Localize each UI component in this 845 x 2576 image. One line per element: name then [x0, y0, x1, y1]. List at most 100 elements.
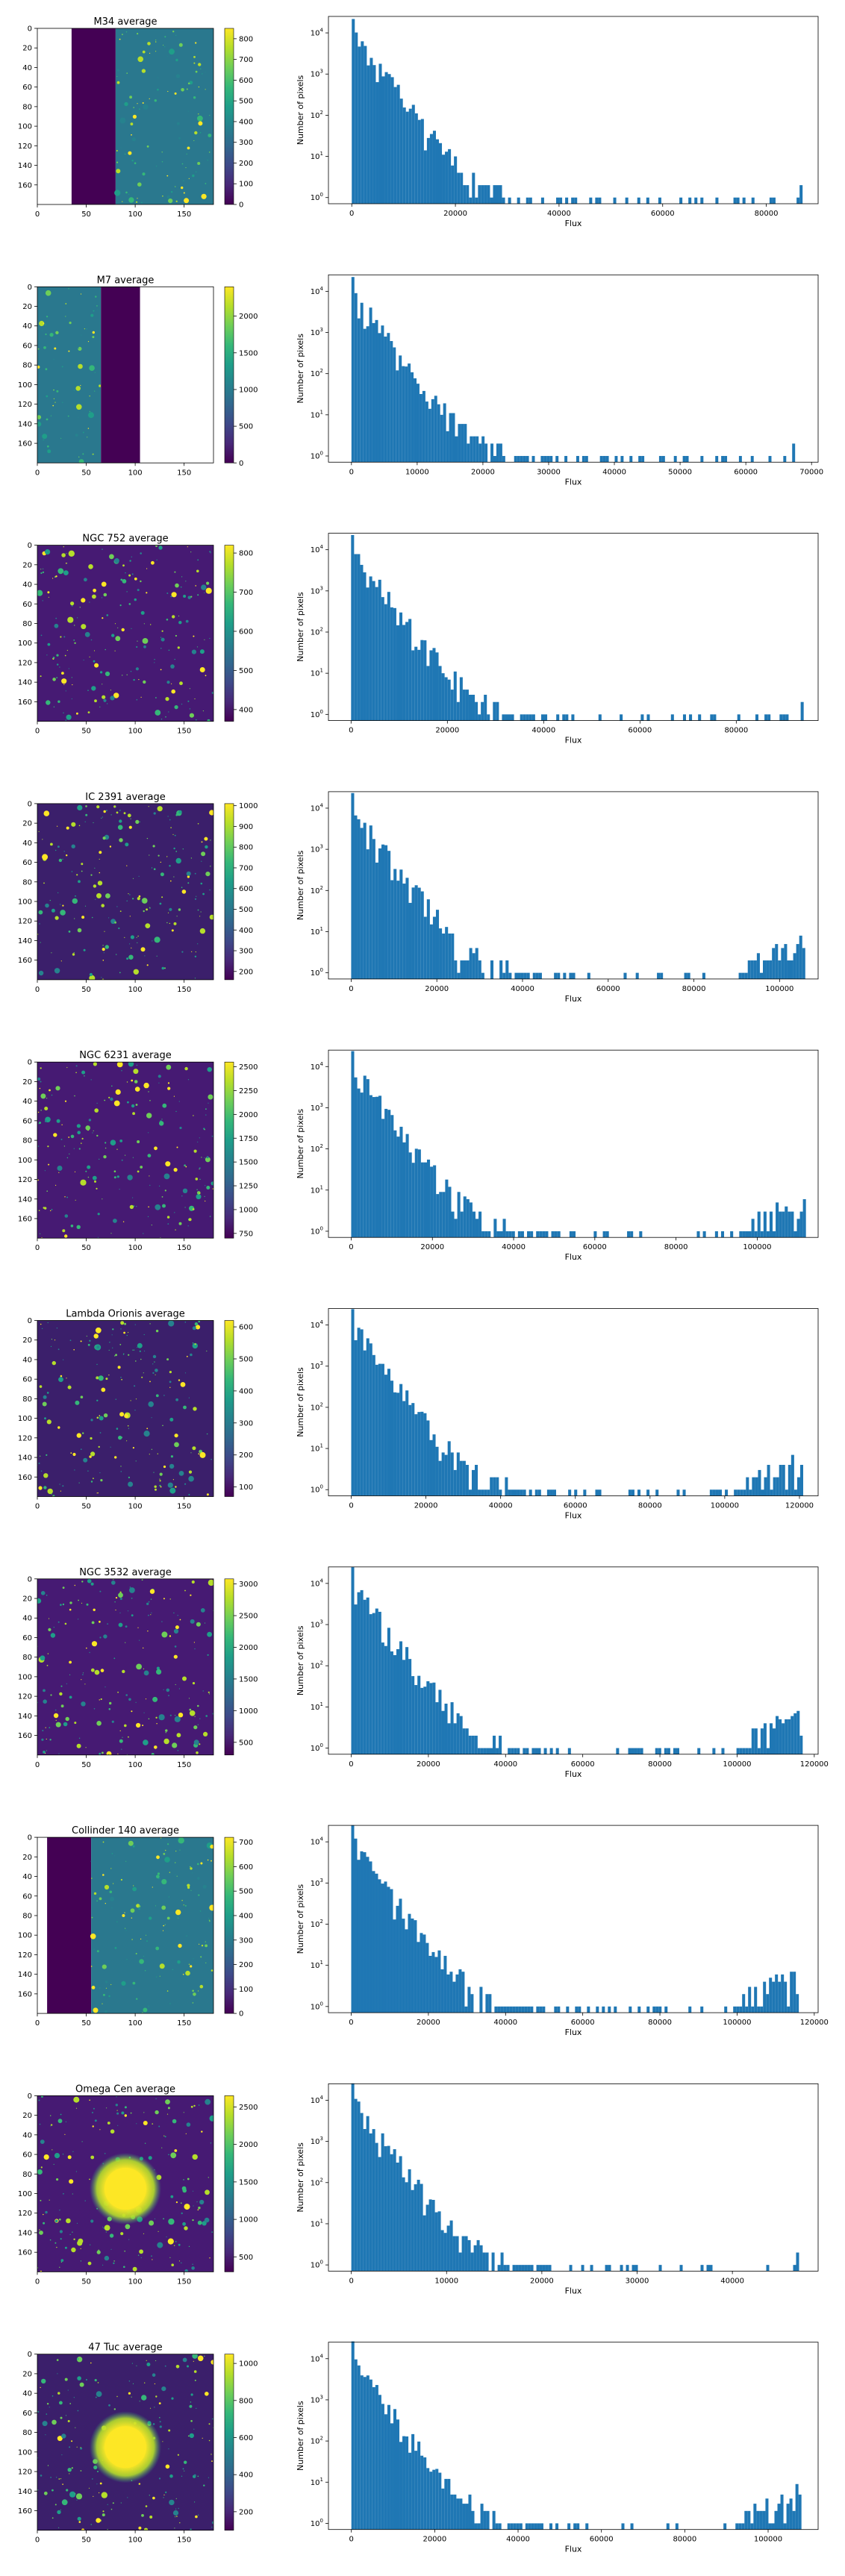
star — [97, 1237, 99, 1238]
star — [94, 2379, 97, 2382]
histogram-bar — [390, 1651, 393, 1754]
x-tick-label: 0 — [35, 2278, 40, 2286]
y-tick-label: 102 — [311, 368, 323, 378]
star — [196, 1751, 199, 1754]
star — [138, 875, 140, 877]
histogram-bar — [465, 1728, 469, 1754]
star — [57, 892, 59, 893]
star — [49, 333, 54, 337]
histogram-bar — [439, 143, 443, 204]
histogram-bar — [369, 1095, 372, 1238]
star — [40, 675, 42, 678]
star — [52, 404, 54, 407]
histogram-bar — [370, 57, 373, 204]
histogram-bar — [390, 1381, 394, 1496]
histogram-bar — [444, 2478, 448, 2530]
star — [104, 1884, 110, 1890]
star — [80, 1395, 84, 1398]
y-tick-label: 120 — [18, 143, 32, 151]
y-tick-label: 100 — [18, 1673, 32, 1681]
histogram-bar — [513, 2523, 517, 2530]
star — [206, 581, 210, 585]
star — [124, 1413, 128, 1419]
star — [71, 2247, 76, 2253]
histogram-bar — [567, 2523, 571, 2530]
star — [165, 716, 166, 718]
x-tick-label: 50000 — [668, 468, 692, 476]
star — [40, 1093, 46, 1099]
star — [177, 122, 180, 125]
y-tick-label: 101 — [311, 2218, 323, 2228]
star — [143, 1670, 149, 1676]
histogram-bar — [515, 2265, 519, 2272]
star — [37, 590, 43, 596]
star — [127, 1175, 133, 1181]
histogram-bar — [771, 2523, 775, 2530]
star — [122, 579, 127, 584]
star — [180, 2202, 182, 2204]
star — [107, 2529, 108, 2530]
star — [75, 1199, 76, 1201]
y-tick-label: 100 — [18, 640, 32, 648]
star — [92, 1175, 97, 1181]
star — [134, 1080, 138, 1084]
image-panel — [37, 803, 213, 980]
star — [40, 1110, 42, 1111]
colorbar-tick-label: 1000 — [239, 1206, 258, 1214]
colorbar-tick-label: 0 — [239, 460, 243, 468]
y-tick-label: 103 — [311, 327, 323, 337]
colorbar-tick-label: 1000 — [239, 2360, 258, 2369]
star — [64, 1622, 67, 1625]
star — [194, 1322, 199, 1326]
histogram-bar — [635, 972, 639, 979]
star — [147, 1216, 149, 1217]
histogram-bar — [490, 960, 494, 979]
star — [154, 99, 157, 102]
histogram-bar — [390, 1115, 394, 1238]
x-tick-label: 0 — [35, 986, 40, 994]
star — [46, 2413, 48, 2415]
star — [136, 1206, 137, 1207]
star — [205, 845, 208, 849]
star — [152, 845, 155, 848]
star — [94, 1669, 100, 1675]
star — [128, 1354, 130, 1356]
star — [208, 2439, 211, 2442]
star — [102, 816, 103, 818]
histogram-bar — [446, 1974, 450, 2013]
star — [57, 2119, 63, 2124]
star — [128, 1481, 134, 1487]
histogram-bar — [375, 587, 378, 721]
star — [52, 1495, 55, 1497]
y-tick-label: 0 — [28, 800, 32, 808]
star — [54, 2153, 60, 2159]
histogram-bar — [796, 944, 799, 979]
star — [208, 1919, 210, 1921]
histogram-bar — [682, 714, 686, 721]
histogram-bar — [754, 1231, 758, 1238]
star — [182, 1676, 187, 1681]
star — [46, 1750, 48, 1751]
star — [141, 2395, 147, 2401]
star — [188, 1493, 190, 1495]
star — [105, 671, 110, 677]
star — [208, 1579, 213, 1586]
star — [73, 2397, 75, 2398]
histogram-bar — [749, 1489, 752, 1496]
star — [45, 333, 47, 336]
star — [58, 858, 63, 863]
star — [103, 952, 105, 954]
star — [161, 1621, 163, 1622]
sky-background — [37, 287, 102, 463]
star — [120, 147, 122, 149]
star — [192, 1989, 194, 1992]
histogram-bar — [384, 337, 387, 463]
x-tick-label: 10000 — [434, 2277, 458, 2285]
histogram-bar — [465, 690, 469, 721]
histogram-bar — [482, 2252, 486, 2272]
histogram-bar — [602, 2006, 605, 2013]
star — [188, 1218, 192, 1222]
star — [51, 952, 52, 954]
star — [56, 2359, 59, 2361]
